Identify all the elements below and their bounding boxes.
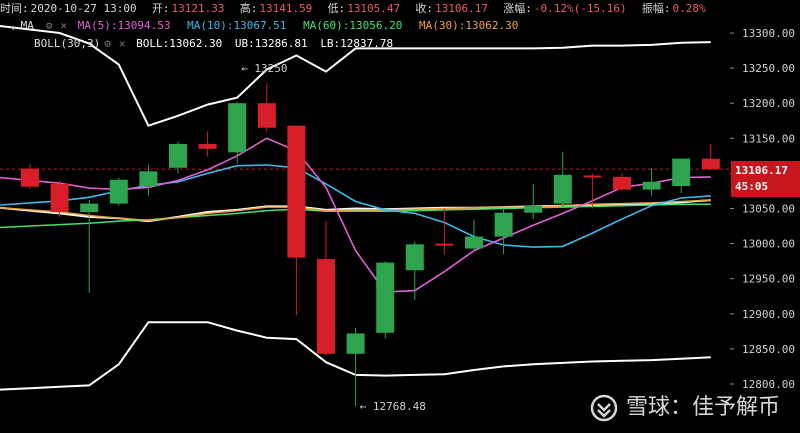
current-price-value: 13106.17 <box>735 164 788 177</box>
candle-body <box>465 236 483 249</box>
low-label: 低: <box>327 2 346 15</box>
boll-title: BOLL(30,3) <box>34 37 101 50</box>
boll-mid-legend: BOLL:13062.30 <box>136 37 223 50</box>
amplitude-label: 振幅: <box>641 2 671 15</box>
ma10-legend: MA(10):13067.51 <box>187 19 287 32</box>
price-annotation: ← 12768.48 <box>360 400 426 413</box>
y-tick-label: 13300.00 <box>742 27 795 40</box>
candle-body <box>376 262 395 333</box>
ma5-legend: MA(5):13094.53 <box>77 19 171 32</box>
y-tick-label: 12900.00 <box>742 308 795 321</box>
close-icon[interactable]: ✕ <box>60 19 68 32</box>
open-value: 13121.33 <box>171 2 225 15</box>
y-tick-label: 13250.00 <box>742 62 795 75</box>
candle-body <box>553 174 572 204</box>
candle-body <box>346 333 365 354</box>
ma-legend-bar: ⌄ MA ⚙ ✕ MA(5):13094.53 MA(10):13067.51 MA(… <box>0 17 518 34</box>
candle-body <box>317 259 335 354</box>
boll-lb-legend: LB:12837.78 <box>320 37 394 50</box>
y-tick-label: 12950.00 <box>742 273 795 286</box>
boll-ub-legend: UB:13286.81 <box>234 37 308 50</box>
snowball-logo-icon <box>590 394 618 422</box>
boll-settings-gear-icon[interactable]: ⚙ <box>104 37 111 50</box>
candle-body <box>672 158 691 187</box>
current-price-tag: 13106.17 45:05 <box>731 161 800 197</box>
candle-body <box>139 171 158 187</box>
candle-body <box>169 143 187 168</box>
candle-countdown: 45:05 <box>735 180 769 193</box>
y-tick-label: 13150.00 <box>742 132 795 145</box>
candle-body <box>583 175 602 178</box>
candle-body <box>198 143 217 149</box>
watermark: 雪球：佳予解币 <box>590 392 780 424</box>
price-annotation: ← 13250 <box>241 62 287 75</box>
candle-body <box>257 103 276 128</box>
candle-body <box>613 176 631 190</box>
candle-body <box>405 244 424 271</box>
candle-body <box>287 125 306 258</box>
y-tick-label: 12800.00 <box>742 378 795 391</box>
candle-body <box>494 212 513 237</box>
y-tick-label: 13050.00 <box>742 203 795 216</box>
candle-body <box>524 205 543 213</box>
change-value: -0.12%(-15.16) <box>533 2 627 15</box>
close-label: 收: <box>415 2 434 15</box>
high-label: 高: <box>239 2 258 15</box>
watermark-text: 雪球：佳予解币 <box>626 395 781 420</box>
ma5-line <box>0 137 711 293</box>
candle-body <box>701 158 720 170</box>
settings-gear-icon[interactable]: ⚙ <box>45 19 53 32</box>
ma60-legend: MA(60):13056.20 <box>303 19 403 32</box>
collapse-chevron-icon[interactable]: ⌄ <box>10 19 17 32</box>
y-tick-label: 13200.00 <box>742 97 795 110</box>
candle-body <box>109 179 128 204</box>
candle-body <box>50 183 69 213</box>
ma30-legend: MA(30):13062.30 <box>419 19 519 32</box>
y-tick-label: 13000.00 <box>742 238 795 251</box>
boll-upper-line <box>0 25 711 127</box>
y-tick-label: 12850.00 <box>742 343 795 356</box>
time-value: 2020-10-27 13:00 <box>30 2 137 15</box>
time-label: 时间: <box>0 2 29 15</box>
candle-body <box>642 181 661 190</box>
open-label: 开: <box>151 2 170 15</box>
candle-body <box>228 103 247 153</box>
candle-body <box>21 168 39 187</box>
high-value: 13141.59 <box>259 2 313 15</box>
ma30-line <box>0 199 711 222</box>
change-label: 涨幅: <box>503 2 532 15</box>
close-value: 13106.17 <box>435 2 489 15</box>
boll-legend-bar: BOLL(30,3) ⚙ ✕ BOLL:13062.30 UB:13286.81 L… <box>0 35 393 52</box>
candle-body <box>80 203 99 213</box>
ohlc-info-bar: 时间: 2020-10-27 13:00 开: 13121.33 高: 13141.5… <box>0 0 800 17</box>
candle-body <box>435 243 454 246</box>
boll-close-icon[interactable]: ✕ <box>118 37 126 50</box>
amplitude-value: 0.28% <box>672 2 706 15</box>
ma-title: MA <box>20 19 34 32</box>
low-value: 13105.47 <box>347 2 401 15</box>
